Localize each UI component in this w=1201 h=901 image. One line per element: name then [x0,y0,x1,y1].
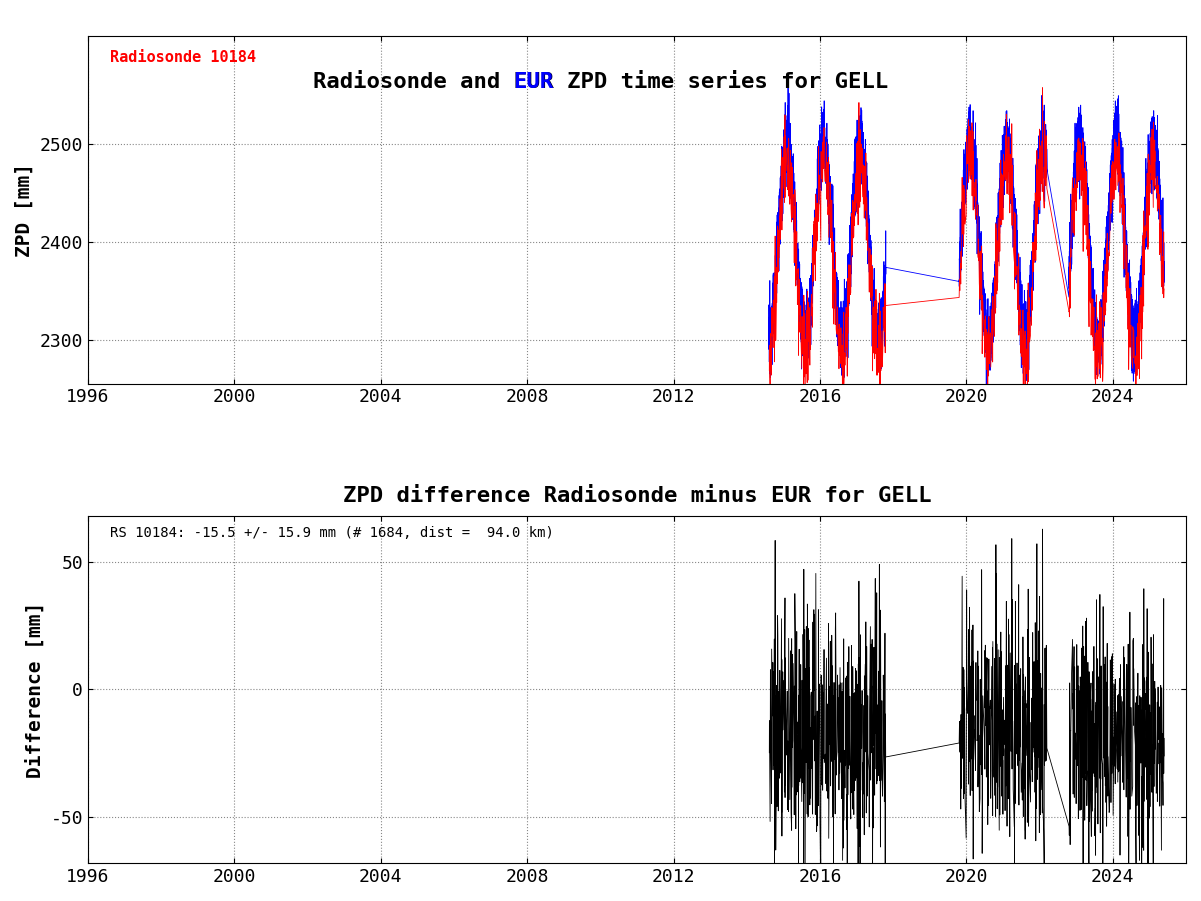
Text: Radiosonde and EUR ZPD time series for GELL: Radiosonde and EUR ZPD time series for G… [313,72,888,92]
Title: ZPD difference Radiosonde minus EUR for GELL: ZPD difference Radiosonde minus EUR for … [342,486,931,505]
Y-axis label: ZPD [mm]: ZPD [mm] [14,163,34,257]
Text: RS 10184: -15.5 +/- 15.9 mm (# 1684, dist =  94.0 km): RS 10184: -15.5 +/- 15.9 mm (# 1684, dis… [109,526,554,540]
Text: Radiosonde 10184: Radiosonde 10184 [109,50,256,65]
Y-axis label: Difference [mm]: Difference [mm] [25,601,44,778]
Text: EUR: EUR [514,72,554,92]
